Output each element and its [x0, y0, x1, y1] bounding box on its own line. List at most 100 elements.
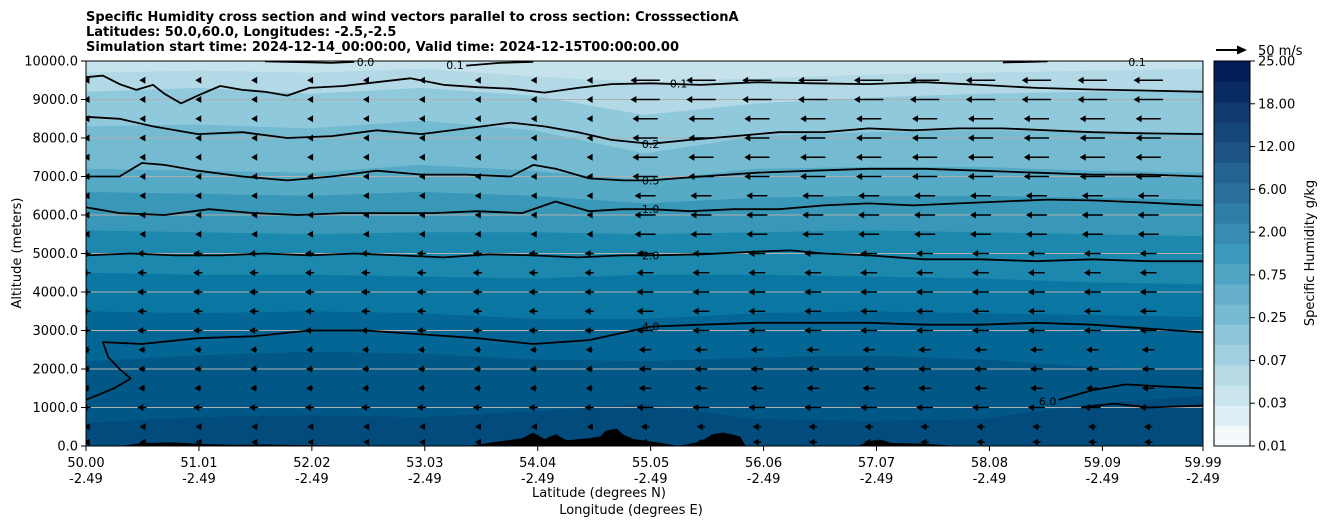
wind-vector-head: [806, 384, 813, 392]
terrain-silhouette: [86, 428, 1203, 446]
wind-vector-head: [748, 250, 755, 257]
wind-vector-10-16: [972, 250, 989, 257]
wind-vector-9-8: [528, 269, 538, 277]
wind-vector-7-12: [748, 307, 766, 315]
wind-vector-head: [529, 365, 536, 373]
wind-vector-10-4: [305, 250, 315, 257]
wind-vector-12-8: [530, 211, 537, 219]
wind-vector-head: [418, 76, 425, 84]
wind-vector-head: [530, 76, 537, 84]
wind-vector-head: [1030, 384, 1037, 392]
wind-vector-head: [86, 115, 90, 123]
wind-vector-head: [1137, 230, 1144, 238]
wind-vector-0-16: [976, 438, 985, 446]
wind-vector-3-9: [585, 384, 593, 392]
wind-vector-head: [139, 211, 146, 219]
wind-vector-15-3: [251, 153, 258, 161]
wind-vector-head: [1083, 250, 1090, 257]
wind-vector-6-9: [584, 327, 594, 334]
contour-label-4: 0.2: [642, 138, 660, 151]
wind-vector-head: [307, 96, 314, 103]
wind-vector-1-14: [864, 423, 873, 431]
wind-vector-head: [193, 307, 200, 315]
wind-vector-head: [306, 365, 313, 373]
wind-vector-head: [748, 327, 755, 334]
wind-vector-1-1: [139, 423, 146, 431]
wind-vector-head: [969, 230, 976, 238]
wind-vector-7-1: [137, 307, 147, 315]
wind-vector-15-2: [195, 153, 202, 161]
x-tick-label-lat-8: 58.08: [971, 456, 1008, 471]
wind-vector-head: [974, 365, 981, 373]
wind-vector-19-9: [586, 76, 593, 84]
wind-vector-head: [914, 230, 921, 238]
wind-vector-head: [360, 307, 367, 315]
wind-vector-11-17: [1025, 230, 1047, 238]
colorbar-tick-label-8: 18.00: [1258, 97, 1295, 112]
wind-vector-13-9: [586, 192, 593, 200]
wind-vector-head: [918, 346, 925, 354]
wind-vector-head: [137, 404, 144, 411]
wind-vector-17-12: [744, 115, 770, 123]
wind-vector-head: [472, 288, 479, 296]
wind-vector-head: [249, 250, 256, 257]
wind-vector-head: [417, 384, 424, 392]
colorbar-tick-label-9: 25.00: [1258, 55, 1295, 70]
y-tick-label-4: 4000.0: [33, 286, 79, 301]
wind-vector-head: [1028, 327, 1035, 334]
wind-vector-head: [251, 230, 258, 238]
wind-vector-3-3: [250, 384, 258, 392]
wind-vector-11-18: [1081, 230, 1103, 238]
wind-vector-head: [1141, 384, 1148, 392]
wind-vector-head: [1133, 96, 1140, 103]
wind-vector-head: [195, 76, 202, 84]
wind-vector-head: [586, 230, 593, 238]
wind-vector-5-2: [194, 346, 202, 354]
wind-vector-head: [528, 250, 535, 257]
wind-vector-6-2: [193, 327, 203, 334]
wind-vector-1-10: [640, 423, 650, 431]
wind-vector-4-13: [806, 365, 820, 373]
colorbar-swatch-12: [1214, 182, 1250, 204]
wind-vector-18-7: [474, 96, 481, 103]
wind-vector-9-7: [472, 269, 482, 277]
wind-vector-8-9: [584, 288, 594, 296]
wind-vector-13-13: [802, 192, 824, 200]
wind-vector-9-17: [1028, 269, 1045, 277]
wind-vector-head: [692, 288, 699, 296]
wind-vector-19-2: [195, 76, 202, 84]
wind-vector-17-13: [800, 115, 826, 123]
wind-vector-6-4: [305, 327, 315, 334]
wind-vector-16-7: [474, 134, 481, 142]
wind-vector-head: [694, 365, 701, 373]
wind-vector-head: [800, 153, 807, 161]
wind-vector-9-10: [636, 269, 654, 277]
wind-vector-head: [967, 134, 974, 142]
wind-vector-13-2: [195, 192, 202, 200]
wind-vector-1-17: [1032, 423, 1041, 431]
wind-vector-5-10: [638, 346, 652, 354]
wind-vector-14-2: [195, 173, 202, 180]
wind-vector-10-2: [193, 250, 203, 257]
wind-vector-head: [307, 153, 314, 161]
colorbar-tick-label-4: 0.75: [1258, 268, 1287, 283]
wind-vector-head: [800, 115, 807, 123]
wind-vector-3-11: [694, 384, 708, 392]
wind-vector-head: [528, 327, 535, 334]
terrain: [86, 428, 1203, 446]
wind-vector-head: [86, 423, 90, 431]
wind-vector-head: [638, 384, 645, 392]
wind-vector-18-6: [418, 96, 425, 103]
wind-vector-head: [86, 76, 90, 84]
wind-vector-17-8: [530, 115, 537, 123]
wind-vector-2-10: [636, 404, 654, 411]
wind-vector-head: [586, 192, 593, 200]
wind-vector-4-9: [585, 365, 593, 373]
wind-vector-17-14: [856, 115, 882, 123]
wind-vector-3-7: [473, 384, 481, 392]
wind-vector-head: [1139, 327, 1146, 334]
quiver-key: 50 m/s: [1216, 44, 1303, 59]
wind-vector-6-14: [860, 327, 878, 334]
quiver-key-label: 50 m/s: [1258, 44, 1303, 59]
wind-vector-2-11: [692, 404, 710, 411]
